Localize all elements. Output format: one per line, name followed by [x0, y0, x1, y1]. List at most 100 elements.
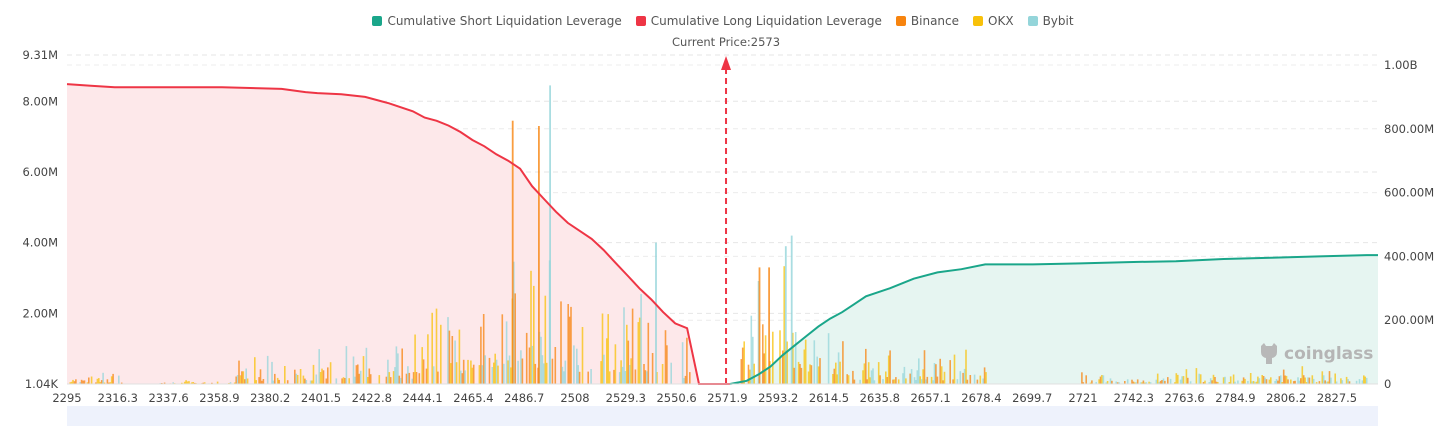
x-axis-tick: 2358.9 [199, 391, 239, 405]
exchange-bar [683, 378, 685, 384]
exchange-bar [1179, 379, 1182, 384]
exchange-bar [421, 347, 423, 384]
legend-swatch-bybit [1027, 16, 1038, 26]
exchange-bar [1081, 372, 1083, 384]
exchange-bar [1124, 381, 1126, 384]
exchange-bar [427, 334, 429, 384]
exchange-bar [895, 377, 897, 384]
coinglass-logo-icon [1261, 343, 1277, 364]
exchange-bar [846, 374, 848, 384]
exchange-bar [521, 358, 524, 384]
exchange-bar [753, 363, 755, 384]
exchange-bar [484, 355, 486, 384]
exchange-bar [1148, 381, 1150, 384]
exchange-bar [1277, 380, 1279, 384]
legend-item-binance[interactable]: Binance [895, 14, 959, 28]
exchange-bar [601, 313, 604, 384]
exchange-bar [551, 358, 554, 384]
exchange-bar [1142, 380, 1145, 384]
exchange-bar [885, 371, 887, 384]
exchange-bar [640, 294, 642, 384]
exchange-bar [513, 261, 515, 384]
exchange-bar [1252, 381, 1255, 384]
exchange-bar [186, 381, 189, 384]
exchange-bar [1139, 382, 1142, 384]
exchange-bar [852, 370, 854, 384]
exchange-bar [1308, 377, 1311, 384]
x-axis-tick: 2593.2 [758, 391, 798, 405]
exchange-bar [319, 372, 322, 384]
exchange-bar [1155, 379, 1158, 384]
exchange-bar [88, 377, 90, 384]
legend-item-okx[interactable]: OKX [973, 14, 1014, 28]
exchange-bar [1242, 377, 1245, 384]
right-axis-tick: 1.00B [1384, 58, 1418, 72]
exchange-bar [244, 379, 246, 384]
exchange-bar [670, 362, 672, 384]
exchange-bar [1255, 381, 1258, 384]
exchange-bar [451, 336, 454, 384]
exchange-bar [1126, 379, 1129, 384]
exchange-bar [394, 367, 396, 384]
exchange-bar [460, 370, 462, 384]
exchange-bar [193, 382, 196, 384]
exchange-bar [302, 375, 305, 384]
exchange-bar [935, 364, 937, 384]
exchange-bar [345, 346, 348, 384]
exchange-bar [749, 369, 751, 384]
exchange-bar [661, 364, 664, 384]
exchange-bar [1363, 375, 1365, 384]
exchange-bar [392, 371, 395, 384]
exchange-bar [455, 362, 458, 384]
exchange-bar [407, 366, 409, 384]
exchange-bar [887, 355, 890, 384]
exchange-bar [943, 371, 946, 384]
legend-item-long[interactable]: Cumulative Long Liquidation Leverage [635, 14, 882, 28]
exchange-bar [813, 340, 816, 384]
exchange-bar [568, 316, 571, 384]
exchange-bar [902, 373, 904, 384]
x-axis-tick: 2571.9 [707, 391, 747, 405]
exchange-bar [389, 377, 392, 384]
exchange-bar [741, 347, 744, 384]
exchange-bar [865, 348, 867, 384]
exchange-bar [1145, 382, 1148, 384]
exchange-bar [202, 382, 205, 384]
exchange-bar [1237, 380, 1239, 384]
exchange-bar [367, 377, 369, 384]
exchange-bar [1149, 382, 1152, 384]
exchange-bar [1141, 382, 1143, 384]
exchange-bar [1268, 379, 1271, 384]
exchange-bar [1249, 373, 1252, 384]
exchange-bar [1132, 381, 1135, 384]
legend-item-short[interactable]: Cumulative Short Liquidation Leverage [372, 14, 622, 28]
exchange-bar [368, 368, 371, 384]
chart-legend: Cumulative Short Liquidation Leverage Cu… [0, 14, 1446, 28]
x-axis-tick: 2742.3 [1114, 391, 1154, 405]
exchange-bar [191, 382, 193, 384]
exchange-bar [1264, 377, 1266, 384]
exchange-bar [976, 379, 979, 384]
exchange-bar [1159, 380, 1162, 384]
exchange-bar [1304, 377, 1306, 384]
exchange-bar [1232, 374, 1235, 384]
x-axis-tick: 2444.1 [402, 391, 442, 405]
exchange-bar [531, 345, 534, 384]
exchange-bar [99, 381, 101, 384]
exchange-bar [643, 364, 645, 384]
data-zoom-slider[interactable] [67, 406, 1378, 426]
exchange-bar [936, 376, 939, 384]
exchange-bar [385, 376, 388, 384]
exchange-bar [837, 352, 840, 384]
exchange-bar [544, 295, 547, 384]
exchange-bar [262, 379, 265, 384]
exchange-bar [284, 366, 286, 384]
exchange-bar [764, 335, 767, 384]
exchange-bar [1175, 373, 1178, 384]
exchange-bar [919, 376, 921, 384]
exchange-bar [1322, 375, 1325, 384]
exchange-bar [1355, 380, 1358, 384]
exchange-bar [1101, 375, 1103, 384]
x-axis-tick: 2678.4 [961, 391, 1001, 405]
legend-item-bybit[interactable]: Bybit [1027, 14, 1074, 28]
